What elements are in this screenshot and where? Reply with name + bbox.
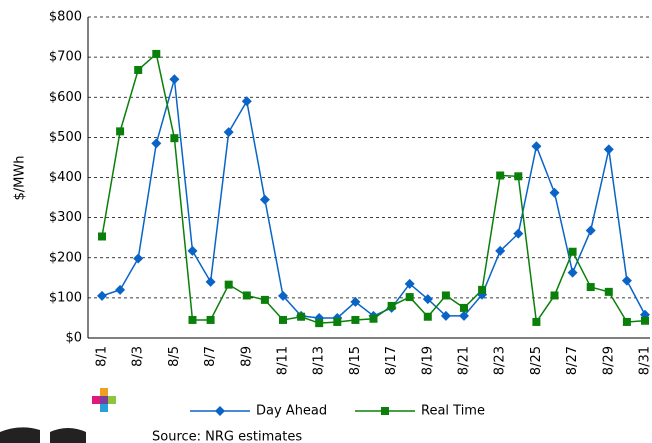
x-tick-label: 8/3 [131, 346, 146, 367]
x-tick-label: 8/17 [384, 346, 399, 375]
legend-label: Day Ahead [256, 404, 327, 419]
y-tick-label: $400 [49, 170, 82, 185]
data-point [495, 245, 506, 256]
data-point [223, 127, 234, 138]
x-tick-label: 8/29 [601, 346, 616, 375]
logo-square [100, 388, 108, 396]
y-axis-label: $/MWh [13, 156, 28, 201]
x-tick-label: 8/27 [565, 346, 580, 375]
data-point [531, 141, 542, 152]
data-point [622, 317, 631, 326]
logo-square [100, 396, 108, 404]
data-point [478, 285, 487, 294]
x-tick-label: 8/9 [239, 346, 254, 367]
data-point [603, 144, 614, 155]
data-point [206, 315, 215, 324]
x-tick-label: 8/11 [276, 346, 291, 375]
data-point [169, 74, 180, 85]
data-point [514, 172, 523, 181]
data-point [333, 317, 342, 326]
legend-marker [381, 407, 389, 415]
data-point [151, 138, 162, 149]
x-tick-label: 8/15 [348, 346, 363, 375]
data-point [405, 293, 414, 302]
y-tick-label: $100 [49, 290, 82, 305]
data-point [621, 275, 632, 286]
data-point [604, 287, 613, 296]
logo-square [108, 396, 116, 404]
data-point [532, 317, 541, 326]
data-point [351, 315, 360, 324]
x-tick-label: 8/31 [638, 346, 652, 375]
data-point [585, 225, 596, 236]
y-tick-label: $600 [49, 90, 82, 105]
data-point [259, 194, 270, 205]
data-point [260, 295, 269, 304]
data-point [152, 49, 161, 58]
data-point [387, 301, 396, 310]
data-point [641, 316, 649, 325]
source-note: Source: NRG estimates [152, 430, 302, 443]
data-point [278, 290, 288, 301]
x-tick-label: 8/23 [493, 346, 508, 375]
logo [0, 388, 116, 443]
data-point [297, 312, 306, 321]
data-point [241, 96, 252, 107]
x-tick-label: 8/25 [529, 346, 544, 375]
data-point [188, 315, 197, 324]
data-point [97, 290, 107, 301]
y-tick-label: $500 [49, 130, 82, 145]
data-point [205, 276, 216, 287]
x-tick-label: 8/13 [312, 346, 327, 375]
data-point [98, 232, 106, 241]
data-point [459, 310, 469, 321]
x-tick-label: 8/21 [457, 346, 472, 375]
data-point [115, 284, 126, 295]
data-point [513, 228, 524, 239]
data-point [242, 291, 251, 300]
series-line [101, 78, 646, 319]
legend-label: Real Time [421, 404, 485, 419]
data-point [404, 278, 415, 289]
data-point [460, 303, 468, 312]
series-line [101, 52, 646, 325]
y-tick-label: $200 [49, 250, 82, 265]
data-point [496, 171, 505, 180]
data-point [441, 291, 450, 300]
logo-mark [0, 427, 86, 443]
data-point [170, 134, 179, 143]
data-point [369, 314, 378, 323]
data-point [422, 294, 433, 305]
data-point [350, 296, 361, 307]
x-tick-label: 8/19 [420, 346, 435, 375]
x-tick-label: 8/1 [95, 346, 110, 367]
data-point [549, 187, 560, 198]
y-tick-label: $700 [49, 50, 82, 65]
y-tick-label: $800 [49, 10, 82, 25]
data-point [279, 315, 287, 324]
logo-square [92, 396, 100, 404]
x-tick-label: 8/7 [203, 346, 218, 367]
data-point [440, 310, 451, 321]
logo-square [100, 404, 108, 412]
data-point [568, 247, 577, 256]
data-point [116, 127, 125, 136]
data-point [133, 253, 144, 264]
y-tick-label: $0 [65, 331, 82, 346]
data-point [134, 65, 143, 74]
data-point [567, 267, 578, 278]
data-point [550, 291, 559, 300]
data-point [586, 283, 595, 292]
data-point [224, 280, 233, 289]
data-point [187, 245, 198, 256]
x-tick-label: 8/5 [167, 346, 182, 367]
data-point [423, 312, 432, 321]
data-point [315, 319, 324, 328]
y-tick-label: $300 [49, 210, 82, 225]
legend-marker [215, 406, 225, 416]
